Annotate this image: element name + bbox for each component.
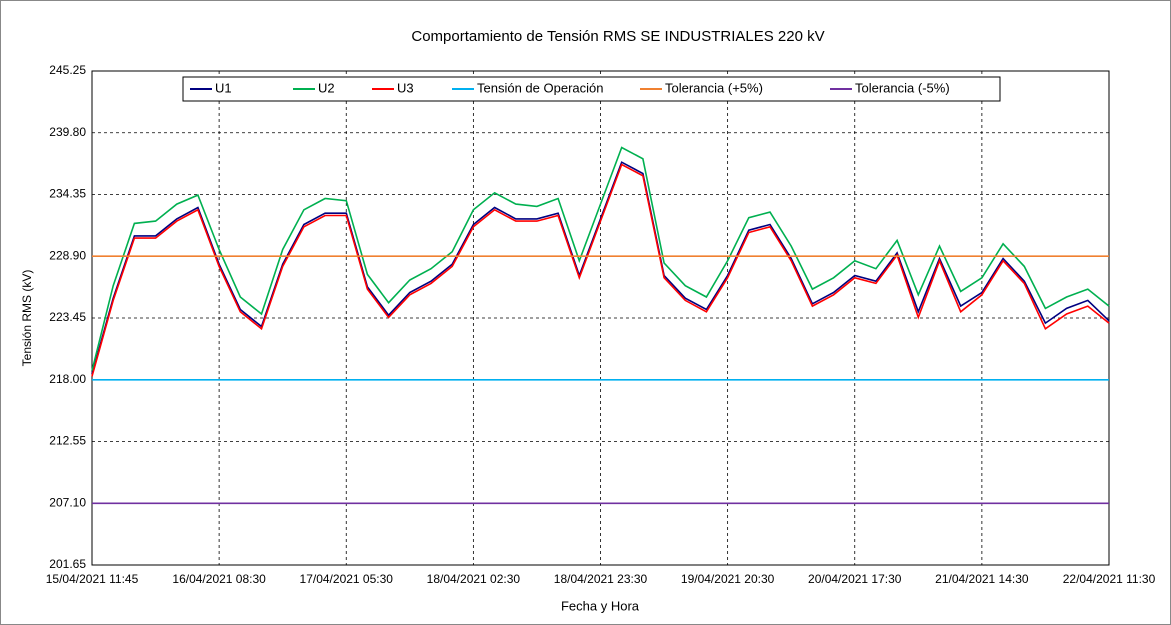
x-tick-label: 18/04/2021 02:30 bbox=[427, 572, 521, 586]
x-tick-label: 15/04/2021 11:45 bbox=[46, 572, 139, 586]
y-tick-label: 228.90 bbox=[49, 248, 86, 262]
legend-label: U3 bbox=[397, 80, 414, 95]
y-tick-label: 212.55 bbox=[49, 434, 86, 448]
x-tick-label: 18/04/2021 23:30 bbox=[554, 572, 648, 586]
y-tick-label: 245.25 bbox=[49, 63, 86, 77]
x-tick-label: 17/04/2021 05:30 bbox=[300, 572, 394, 586]
x-tick-label: 22/04/2021 11:30 bbox=[1063, 572, 1156, 586]
x-tick-label: 21/04/2021 14:30 bbox=[935, 572, 1029, 586]
legend-label: Tolerancia (-5%) bbox=[855, 80, 950, 95]
y-tick-label: 207.10 bbox=[49, 495, 86, 509]
y-tick-label: 234.35 bbox=[49, 187, 86, 201]
series-line bbox=[91, 146, 1110, 371]
x-axis-label: Fecha y Hora bbox=[561, 598, 640, 613]
y-axis-label: Tensión RMS (kV) bbox=[20, 270, 34, 367]
legend-box bbox=[182, 76, 1001, 102]
x-tick-label: 20/04/2021 17:30 bbox=[808, 572, 902, 586]
series-line bbox=[91, 163, 1110, 377]
legend-label: Tensión de Operación bbox=[477, 80, 603, 95]
x-tick-label: 19/04/2021 20:30 bbox=[681, 572, 775, 586]
chart-title: Comportamiento de Tensión RMS SE INDUSTR… bbox=[411, 28, 824, 45]
y-tick-label: 223.45 bbox=[49, 310, 86, 324]
legend-label: Tolerancia (+5%) bbox=[665, 80, 763, 95]
y-tick-label: 218.00 bbox=[49, 372, 86, 386]
x-tick-label: 16/04/2021 08:30 bbox=[172, 572, 266, 586]
y-tick-label: 239.80 bbox=[49, 125, 86, 139]
legend-label: U1 bbox=[215, 80, 232, 95]
legend-label: U2 bbox=[318, 80, 335, 95]
y-tick-label: 201.65 bbox=[49, 557, 86, 571]
